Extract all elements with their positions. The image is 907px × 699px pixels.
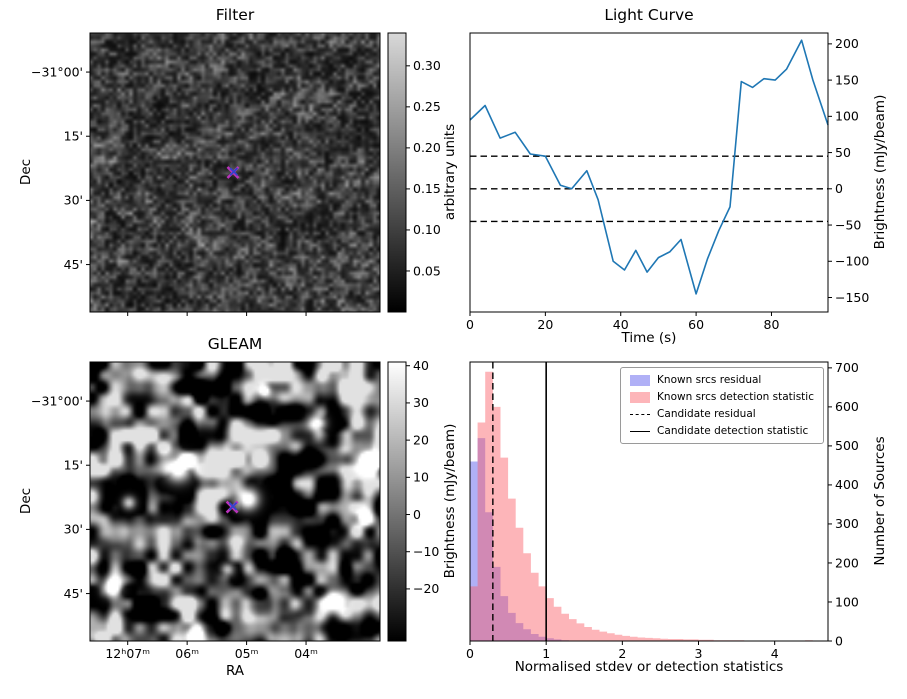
- legend-swatch-detection: [630, 391, 651, 403]
- gleam-colorbar-label: Brightness (mJy/beam): [442, 423, 458, 579]
- y-tick-label: 200: [835, 36, 859, 51]
- legend-item-candidate-residual: Candidate residual: [630, 408, 814, 420]
- y-tick-label: 30': [64, 522, 83, 537]
- colorbar-tick-label: 0.20: [413, 140, 441, 155]
- x-tick-label: 20: [537, 317, 553, 332]
- y-tick-label: 100: [835, 594, 859, 609]
- legend-label: Known srcs detection statistic: [657, 391, 814, 403]
- y-tick-label: 0: [835, 181, 843, 196]
- colorbar-tick-label: 20: [413, 432, 429, 447]
- y-tick-label: −100: [835, 254, 869, 269]
- x-tick-label: 12ʰ07ᵐ: [105, 646, 150, 661]
- colorbar-tick-label: 0.15: [413, 181, 441, 196]
- colorbar-tick-label: 40: [413, 358, 429, 373]
- x-tick-label: 06ᵐ: [175, 646, 199, 661]
- legend-label: Candidate detection statistic: [657, 425, 809, 437]
- x-tick-label: 0: [466, 646, 474, 661]
- y-tick-label: 400: [835, 477, 859, 492]
- colorbar-tick-label: 0.10: [413, 222, 441, 237]
- light-curve-ylabel: Brightness (mJy/beam): [872, 94, 888, 250]
- filter-colorbar-label: arbitrary units: [442, 123, 458, 221]
- legend: Known srcs residual Known srcs detection…: [620, 367, 824, 444]
- y-tick-label: 600: [835, 399, 859, 414]
- legend-dashed-line-icon: [630, 413, 651, 415]
- filter-title: Filter: [215, 6, 255, 24]
- hist-ylabel: Number of Sources: [872, 436, 888, 566]
- colorbar-tick-label: −10: [413, 544, 439, 559]
- legend-label: Candidate residual: [657, 408, 756, 420]
- y-tick-label: 100: [835, 109, 859, 124]
- y-tick-label: 150: [835, 72, 859, 87]
- light-curve-title: Light Curve: [604, 6, 694, 24]
- gleam-xlabel: RA: [225, 663, 245, 679]
- y-tick-label: 200: [835, 555, 859, 570]
- y-tick-label: −31°00': [31, 64, 83, 79]
- gleam-sky-image: [90, 362, 380, 641]
- y-tick-label: 15': [64, 129, 83, 144]
- light-curve-line: [469, 39, 829, 295]
- y-tick-label: 30': [64, 193, 83, 208]
- hist-series-0: [470, 438, 585, 641]
- light-curve-xlabel: Time (s): [621, 330, 677, 346]
- y-tick-label: −150: [835, 290, 869, 305]
- colorbar-tick-label: 10: [413, 470, 429, 485]
- legend-label: Known srcs residual: [657, 374, 762, 386]
- x-tick-label: 05ᵐ: [235, 646, 259, 661]
- gleam-ylabel: Dec: [18, 487, 34, 515]
- x-tick-label: 60: [688, 317, 704, 332]
- y-tick-label: −31°00': [31, 393, 83, 408]
- filter-sky-image: [90, 33, 380, 312]
- gleam-title: GLEAM: [207, 335, 263, 353]
- x-tick-label: 0: [466, 317, 474, 332]
- x-tick-label: 04ᵐ: [294, 646, 318, 661]
- legend-item-candidate-detection: Candidate detection statistic: [630, 425, 814, 437]
- colorbar-tick-label: 30: [413, 395, 429, 410]
- y-tick-label: 700: [835, 360, 859, 375]
- legend-item-known-srcs-detection: Known srcs detection statistic: [630, 391, 814, 403]
- y-tick-label: −50: [835, 217, 861, 232]
- colorbar-tick-label: −20: [413, 581, 439, 596]
- filter-ylabel: Dec: [18, 158, 34, 186]
- y-tick-label: 300: [835, 516, 859, 531]
- legend-item-known-srcs-residual: Known srcs residual: [630, 374, 814, 386]
- y-tick-label: 500: [835, 438, 859, 453]
- y-tick-label: 0: [835, 633, 843, 648]
- colorbar-tick-label: 0: [413, 507, 421, 522]
- colorbar-tick-label: 0.30: [413, 58, 441, 73]
- x-tick-label: 80: [764, 317, 780, 332]
- colorbar-tick-label: 0.25: [413, 99, 441, 114]
- y-tick-label: 50: [835, 145, 851, 160]
- y-tick-label: 45': [64, 257, 83, 272]
- plot-frame: [469, 32, 829, 313]
- legend-solid-line-icon: [630, 430, 651, 432]
- hist-xlabel: Normalised stdev or detection statistics: [514, 659, 784, 675]
- legend-swatch-residual: [630, 374, 651, 386]
- y-tick-label: 15': [64, 458, 83, 473]
- colorbar-tick-label: 0.05: [413, 263, 441, 278]
- y-tick-label: 45': [64, 586, 83, 601]
- gleam-colorbar: [388, 362, 406, 641]
- filter-colorbar: [388, 33, 406, 312]
